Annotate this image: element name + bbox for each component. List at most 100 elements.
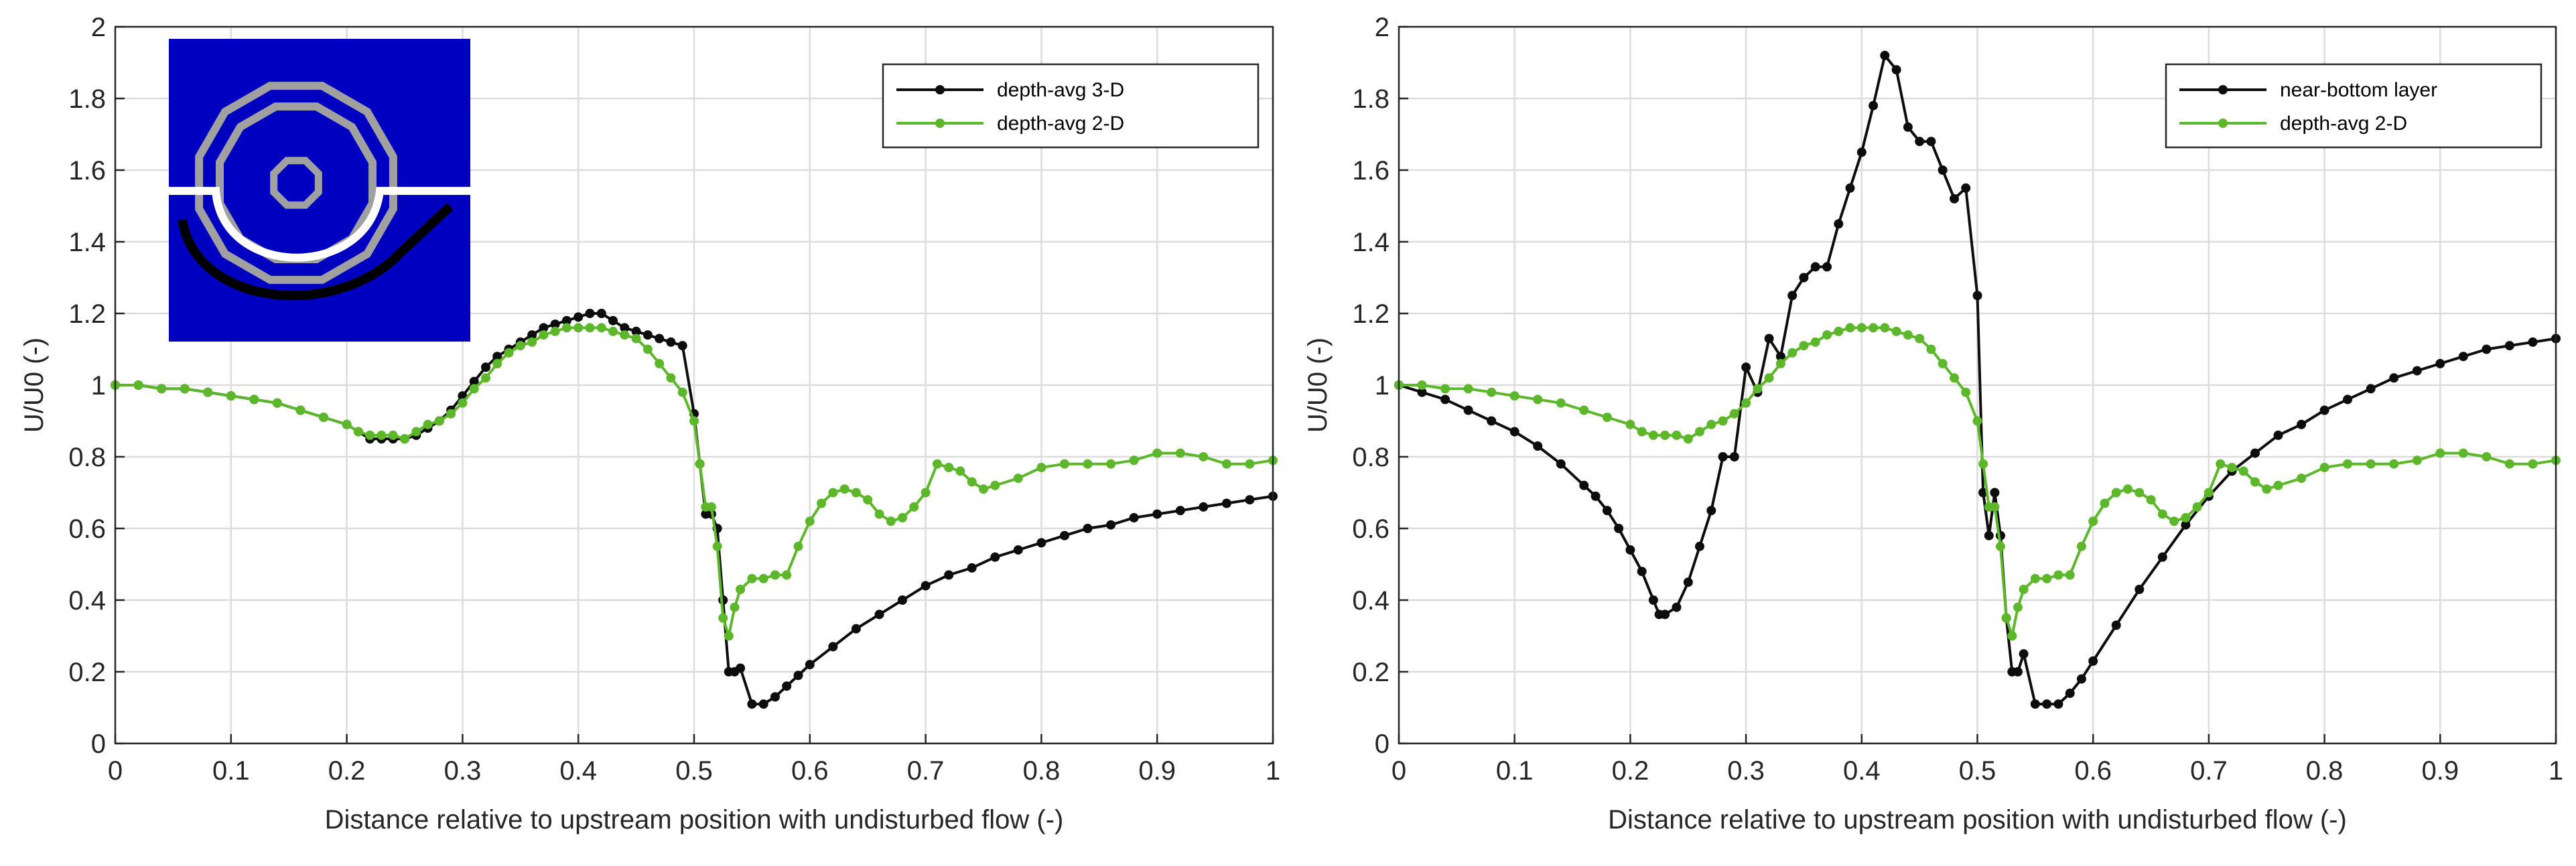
data-point [898,595,907,605]
y-tick-label: 0.8 [68,443,106,472]
data-point [666,337,676,347]
y-tick-label: 0.8 [1352,443,1389,472]
data-point [539,323,549,333]
data-point [1729,409,1739,419]
plot-frame [114,25,1274,745]
data-point [1579,405,1589,415]
data-point [1614,524,1624,533]
data-point [1533,394,1543,405]
data-point [1509,427,1519,437]
data-point [2053,570,2063,580]
data-point [2343,459,2353,469]
legend-swatch-marker [2218,119,2228,128]
data-point [805,516,815,526]
data-point [2297,474,2307,484]
data-point [550,326,560,336]
data-point [469,384,479,394]
data-point [157,384,167,394]
data-point [2435,448,2445,458]
data-point [1926,137,1936,147]
data-point [400,434,409,444]
data-point [1106,520,1116,530]
data-point [1753,384,1763,394]
data-point [1787,348,1798,358]
data-point [1729,452,1739,461]
data-point [1672,430,1682,440]
data-point [655,334,665,344]
data-point [990,552,1000,562]
data-point [1695,541,1704,551]
data-point [2076,541,2086,551]
data-point [469,376,479,386]
data-point [1152,509,1162,519]
y-tick-label: 0.4 [68,586,106,616]
x-axis-title: Distance relative to upstream position w… [1608,805,2347,835]
data-point [1060,459,1069,469]
x-tick-label: 1 [1266,756,1280,786]
data-point [1972,291,1982,301]
legend-label: near-bottom layer [2280,79,2437,101]
data-point [1810,337,1820,347]
data-point [2504,341,2514,351]
data-point [620,330,630,340]
data-point [736,585,746,594]
data-point [2157,552,2167,562]
data-point [561,315,571,326]
data-point [585,323,595,333]
data-point [2042,573,2052,583]
data-point [1106,459,1116,469]
legend-box [882,63,1260,149]
data-point [1013,474,1023,484]
x-tick-label: 0 [1392,756,1406,786]
y-axis-title: U/U0 (-) [19,338,49,433]
data-point [2146,495,2156,505]
data-point [527,337,537,347]
legend: depth-avg 3-D depth-avg 2-D [882,63,1260,149]
data-point [1764,334,1774,344]
data-point [1660,430,1670,440]
data-point [2482,344,2492,354]
data-point [539,330,549,340]
data-point [724,631,734,641]
data-point [1129,513,1139,522]
data-point [2007,631,2017,641]
y-tick-label: 1.6 [1352,156,1389,186]
chart-panel-left: 0 0.1 0.2 0.3 0.4 0.5 0.6 0.7 0.8 0.9 1 0 0.2 0.4 0.6 0… [19,13,1280,835]
data-point [2458,352,2468,362]
data-point [706,502,716,512]
data-point [2273,430,2283,440]
data-point [1845,323,1855,333]
data-point [2134,488,2145,498]
y-tick-label: 1 [91,371,106,401]
legend-box [2165,63,2543,149]
data-point [874,609,884,620]
data-point [1695,427,1704,437]
data-point [851,488,861,498]
data-point [1915,137,1925,147]
data-point [2250,477,2260,487]
data-point [1440,394,1450,405]
data-point [388,430,398,440]
data-point [677,387,687,397]
data-point [2504,459,2514,469]
legend-label: depth-avg 3-D [997,79,1124,101]
data-point [2297,419,2307,429]
data-point [1869,323,1879,333]
data-point [1036,463,1046,472]
data-point [1990,488,2000,498]
y-tick-label: 1.8 [1352,84,1389,114]
data-point [2111,488,2121,498]
data-point [1637,427,1647,437]
data-point [203,387,213,397]
data-point [2100,498,2110,508]
data-point [2019,585,2029,594]
y-tick-label: 1.6 [68,156,106,186]
y-tick-label: 1.4 [1352,228,1389,257]
data-point [1950,373,1959,383]
data-point [1990,502,2000,512]
data-point [2366,384,2376,394]
data-point [1880,50,1890,60]
data-point [1221,498,1231,508]
data-point [2216,459,2226,469]
data-point [967,477,977,487]
